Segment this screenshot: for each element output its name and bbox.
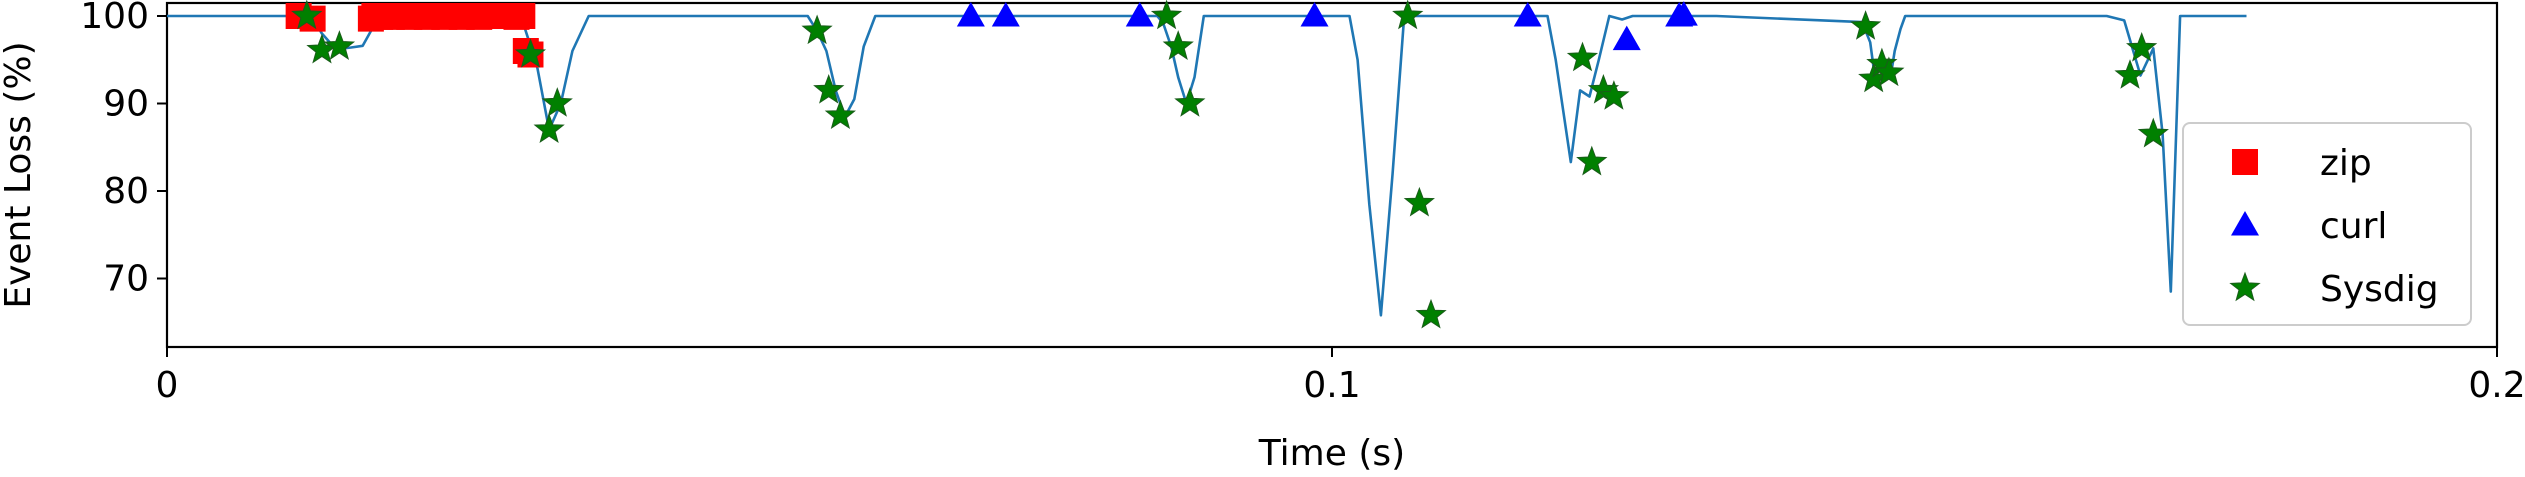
sysdig-marker — [1150, 0, 1183, 30]
sysdig-marker — [824, 99, 856, 130]
line-series-layer — [167, 14, 2247, 317]
curl-marker — [1125, 2, 1154, 27]
sysdig-marker — [1849, 10, 1882, 40]
curl-marker — [1669, 1, 1698, 26]
curl-marker — [1612, 25, 1641, 51]
event-loss-line — [167, 14, 2247, 317]
sysdig-marker — [1598, 80, 1630, 110]
sysdig-marker — [533, 113, 565, 144]
x-tick-label: 0.1 — [1303, 365, 1360, 406]
x-tick-label: 0 — [156, 365, 179, 406]
axes-layer: 0 0.1 0.2 70 80 90 100 — [80, 0, 2525, 406]
x-axis-label: Time (s) — [1258, 433, 1405, 474]
sysdig-marker — [801, 14, 833, 45]
y-axis-label: Event Loss (%) — [0, 41, 39, 308]
sysdig-marker — [1174, 87, 1206, 117]
sysdig-marker — [541, 87, 573, 117]
sysdig-marker — [1873, 56, 1905, 87]
curl-marker — [1513, 2, 1542, 27]
y-tick-label: 70 — [103, 259, 149, 300]
sysdig-marker — [2126, 31, 2158, 62]
y-tick-label: 80 — [103, 171, 149, 212]
zip-marker — [509, 3, 536, 29]
y-tick-label: 90 — [103, 84, 149, 125]
legend-curl-marker — [2231, 211, 2259, 236]
sysdig-marker — [1392, 0, 1424, 30]
legend-label-sysdig: Sysdig — [2320, 269, 2439, 310]
legend-label-curl: curl — [2320, 206, 2387, 247]
curl-marker — [956, 2, 985, 27]
y-tick-label: 100 — [80, 0, 149, 37]
marker-layer — [285, 0, 2169, 329]
legend-label-zip: zip — [2320, 143, 2372, 184]
sysdig-marker — [2137, 117, 2169, 148]
legend-zip-marker — [2232, 149, 2258, 175]
sysdig-marker — [1576, 145, 1608, 176]
curl-marker — [991, 2, 1020, 27]
legend-sysdig-marker — [2229, 271, 2261, 302]
sysdig-marker — [1415, 298, 1447, 329]
sysdig-marker — [1162, 30, 1194, 60]
sysdig-marker — [1403, 186, 1435, 217]
x-tick-label: 0.2 — [2468, 365, 2525, 406]
curl-marker — [1300, 2, 1329, 27]
sysdig-marker — [291, 0, 323, 30]
legend: zip curl Sysdig — [2182, 122, 2472, 326]
sysdig-marker — [323, 30, 356, 60]
sysdig-marker — [813, 73, 845, 104]
sysdig-marker — [1566, 41, 1599, 72]
sysdig-marker — [514, 38, 547, 68]
sysdig-marker — [2114, 59, 2146, 89]
